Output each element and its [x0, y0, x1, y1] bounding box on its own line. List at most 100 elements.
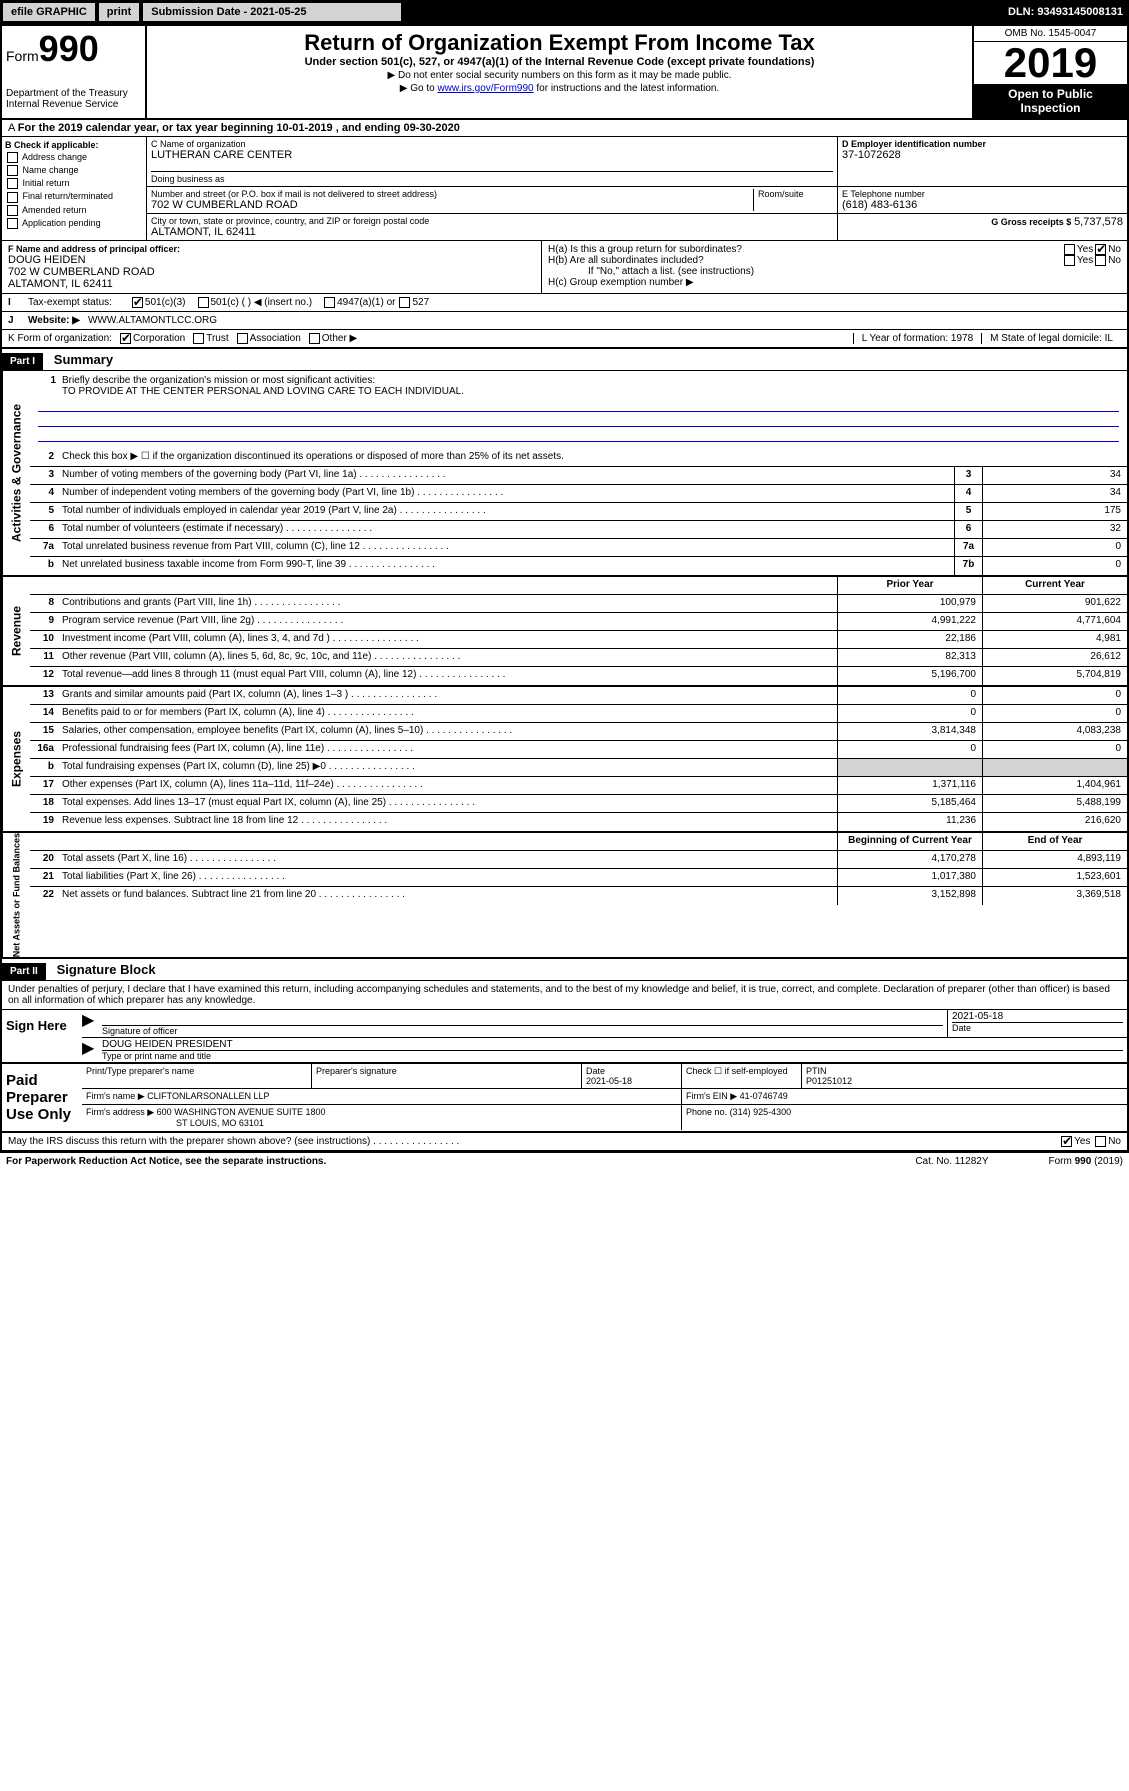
topbar: efile GRAPHIC print Submission Date - 20… — [0, 0, 1129, 24]
firm-phone-l: Phone no. — [686, 1107, 727, 1117]
date-label: Date — [952, 1022, 1123, 1033]
table-row: bNet unrelated business taxable income f… — [30, 557, 1127, 575]
ha-yes[interactable] — [1064, 244, 1075, 255]
gross-val: 5,737,578 — [1074, 216, 1123, 228]
arrow-icon: ▶ — [82, 1010, 98, 1037]
cb-4947[interactable] — [324, 297, 335, 308]
ptin-h: PTIN — [806, 1066, 827, 1076]
form-header: Form990 Department of the Treasury Inter… — [2, 26, 1127, 120]
hb-yes[interactable] — [1064, 255, 1075, 266]
hb-no[interactable] — [1095, 255, 1106, 266]
cb-amended[interactable] — [7, 205, 18, 216]
opt-final: Final return/terminated — [23, 191, 114, 201]
m-label: M State of legal domicile: — [990, 333, 1102, 344]
hc-label: H(c) Group exemption number ▶ — [548, 277, 1121, 288]
j-label: Website: ▶ — [28, 315, 80, 326]
opt-501c3: 501(c)(3) — [145, 297, 186, 308]
firm-addr2: ST LOUIS, MO 63101 — [86, 1118, 264, 1128]
opt-initial: Initial return — [23, 178, 70, 188]
cb-name[interactable] — [7, 165, 18, 176]
table-row: 4Number of independent voting members of… — [30, 485, 1127, 503]
irs-link[interactable]: www.irs.gov/Form990 — [437, 83, 533, 94]
cb-527[interactable] — [399, 297, 410, 308]
firm-ein-l: Firm's EIN ▶ — [686, 1091, 737, 1101]
declaration: Under penalties of perjury, I declare th… — [2, 981, 1127, 1010]
i-label: Tax-exempt status: — [28, 297, 112, 308]
table-row: 21Total liabilities (Part X, line 26)1,0… — [30, 869, 1127, 887]
goto-line: ▶ Go to www.irs.gov/Form990 for instruct… — [151, 83, 968, 94]
efile-btn[interactable]: efile GRAPHIC — [2, 2, 96, 22]
line-j: J Website: ▶ WWW.ALTAMONTLCC.ORG — [2, 312, 1127, 330]
governance-section: Activities & Governance 1Briefly describ… — [2, 371, 1127, 577]
form-990: Form990 Department of the Treasury Inter… — [0, 24, 1129, 1153]
table-row: 16aProfessional fundraising fees (Part I… — [30, 741, 1127, 759]
officer-printed: DOUG HEIDEN PRESIDENT — [102, 1039, 1123, 1050]
box-b: B Check if applicable: Address change Na… — [2, 137, 147, 240]
arrow-icon: ▶ — [82, 1038, 98, 1062]
discuss-no[interactable] — [1095, 1136, 1106, 1147]
table-row: 5Total number of individuals employed in… — [30, 503, 1127, 521]
cb-pending[interactable] — [7, 218, 18, 229]
ein: 37-1072628 — [842, 149, 1123, 161]
officer-addr1: 702 W CUMBERLAND ROAD — [8, 266, 535, 278]
vert-expenses: Expenses — [2, 687, 30, 831]
hb-note: If "No," attach a list. (see instruction… — [548, 266, 1121, 277]
firm-addr-l: Firm's address ▶ — [86, 1107, 154, 1117]
tax-year: 2019 — [974, 42, 1127, 84]
cb-trust[interactable] — [193, 333, 204, 344]
discuss-row: May the IRS discuss this return with the… — [2, 1133, 1127, 1151]
firm-name: CLIFTONLARSONALLEN LLP — [147, 1091, 269, 1101]
opt-trust: Trust — [206, 333, 228, 344]
expenses-section: Expenses 13Grants and similar amounts pa… — [2, 687, 1127, 833]
table-row: bTotal fundraising expenses (Part IX, co… — [30, 759, 1127, 777]
phone: (618) 483-6136 — [842, 199, 1123, 211]
cb-initial[interactable] — [7, 178, 18, 189]
room-label: Room/suite — [758, 189, 833, 199]
firm-addr1: 600 WASHINGTON AVENUE SUITE 1800 — [157, 1107, 326, 1117]
part2-badge: Part II — [2, 963, 46, 980]
cb-501c[interactable] — [198, 297, 209, 308]
form-subtitle: Under section 501(c), 527, or 4947(a)(1)… — [151, 56, 968, 68]
table-row: 9Program service revenue (Part VIII, lin… — [30, 613, 1127, 631]
opt-address: Address change — [22, 152, 87, 162]
ptin: P01251012 — [806, 1076, 852, 1086]
table-row: 11Other revenue (Part VIII, column (A), … — [30, 649, 1127, 667]
opt-other: Other ▶ — [322, 333, 357, 344]
hb-label: H(b) Are all subordinates included? — [548, 255, 1062, 266]
table-row: 7aTotal unrelated business revenue from … — [30, 539, 1127, 557]
cb-assoc[interactable] — [237, 333, 248, 344]
gross-label: G Gross receipts $ — [991, 217, 1071, 227]
dln: DLN: 93493145008131 — [1008, 6, 1127, 18]
current-year-h: Current Year — [982, 577, 1127, 594]
table-row: 14Benefits paid to or for members (Part … — [30, 705, 1127, 723]
line-klm: K Form of organization: Corporation Trus… — [2, 330, 1127, 349]
opt-amended: Amended return — [22, 205, 87, 215]
cb-corp[interactable] — [120, 333, 131, 344]
part2-header: Part II Signature Block — [2, 959, 1127, 981]
revenue-section: Revenue Prior YearCurrent Year 8Contribu… — [2, 577, 1127, 687]
cb-final[interactable] — [7, 192, 18, 203]
form-title: Return of Organization Exempt From Incom… — [151, 30, 968, 56]
firm-name-l: Firm's name ▶ — [86, 1091, 145, 1101]
print-btn[interactable]: print — [98, 2, 140, 22]
cb-address[interactable] — [7, 152, 18, 163]
line-i: I Tax-exempt status: 501(c)(3) 501(c) ( … — [2, 294, 1127, 312]
cb-other[interactable] — [309, 333, 320, 344]
table-row: 3Number of voting members of the governi… — [30, 467, 1127, 485]
discuss-text: May the IRS discuss this return with the… — [8, 1136, 459, 1147]
ha-no[interactable] — [1095, 244, 1106, 255]
discuss-yes[interactable] — [1061, 1136, 1072, 1147]
l-val: 1978 — [951, 333, 973, 344]
org-name: LUTHERAN CARE CENTER — [151, 149, 833, 161]
cat-no: Cat. No. 11282Y — [915, 1156, 988, 1167]
cb-501c3[interactable] — [132, 297, 143, 308]
prep-self-h: Check ☐ if self-employed — [686, 1066, 788, 1076]
opt-corp: Corporation — [133, 333, 185, 344]
prior-year-h: Prior Year — [837, 577, 982, 594]
goto-post: for instructions and the latest informat… — [534, 83, 720, 94]
officer-h-row: F Name and address of principal officer:… — [2, 241, 1127, 294]
table-row: 17Other expenses (Part IX, column (A), l… — [30, 777, 1127, 795]
part1-header: Part I Summary — [2, 349, 1127, 371]
irs-label: Internal Revenue Service — [6, 99, 141, 110]
printed-label: Type or print name and title — [102, 1050, 1123, 1061]
